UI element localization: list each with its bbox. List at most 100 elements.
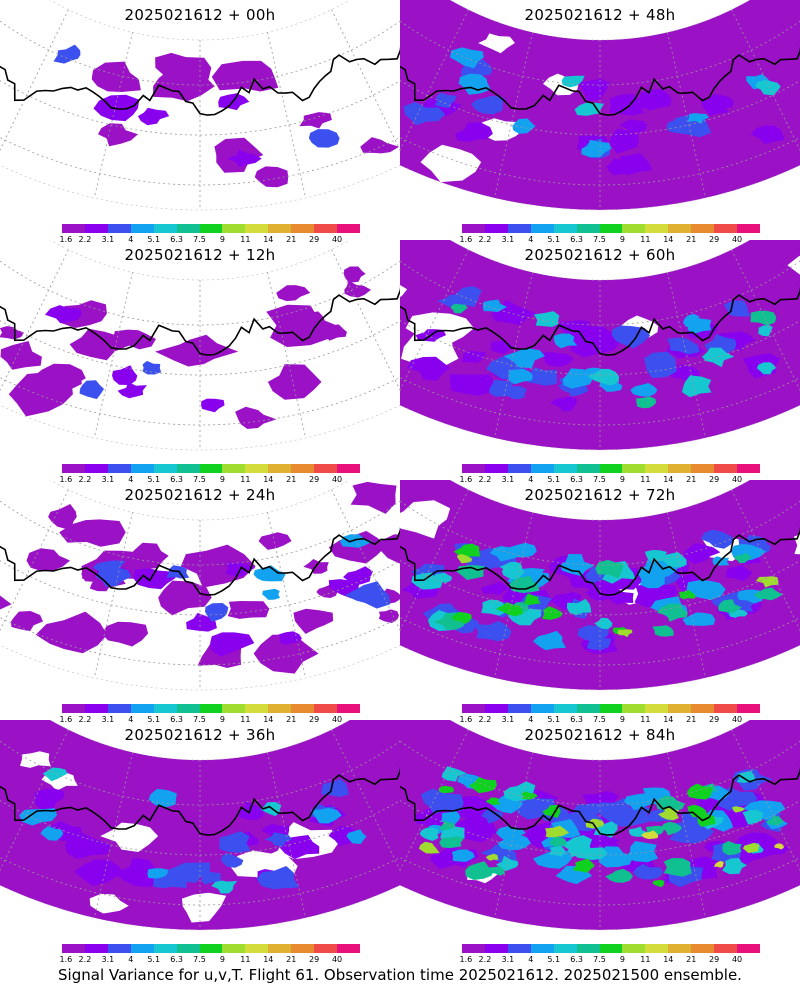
colorbar-segment	[462, 944, 485, 953]
colorbar-segment	[622, 944, 646, 953]
colorbar-segment	[337, 464, 360, 473]
variance-contour-level-5.1	[662, 552, 687, 568]
colorbar-segment	[62, 224, 85, 233]
colorbar-segment	[530, 464, 554, 473]
variance-contour-level-3.1	[577, 624, 609, 642]
colorbar-segment	[107, 704, 131, 713]
colorbar-segment	[714, 224, 738, 233]
variance-gap	[89, 893, 129, 914]
coastline	[0, 278, 400, 356]
variance-contour-level-5.1	[722, 857, 748, 875]
variance-contour-level-7.5	[687, 804, 708, 818]
colorbar-tick-label: 40	[331, 475, 343, 484]
variance-gap	[20, 751, 51, 768]
colorbar-tick-label: 1.6	[59, 955, 73, 964]
colorbar	[462, 944, 760, 953]
variance-contour-level-3.1	[501, 386, 527, 400]
latitude-gridline	[0, 810, 400, 906]
panel-title: 2025021612 + 24h	[124, 486, 276, 504]
colorbar-tick-label: 3.1	[501, 955, 515, 964]
variance-contour-level-2.2	[227, 149, 262, 168]
variance-contour-level-2.2	[639, 89, 672, 111]
colorbar-segment	[176, 464, 200, 473]
colorbar-segment	[314, 944, 338, 953]
panel-0h: 2025021612 + 00h 1.6 2.2 3.1 4 5.1 6.3 7.5 9 11 14…	[0, 0, 400, 244]
colorbar-tick-label: 3.1	[501, 235, 515, 244]
colorbar-segment	[668, 224, 692, 233]
colorbar-segment	[599, 464, 623, 473]
variance-contour-level-5.1	[644, 550, 668, 562]
colorbar-segment	[199, 464, 223, 473]
colorbar-tick-label: 5.1	[547, 475, 561, 484]
variance-contour-level-2.2	[726, 564, 753, 582]
colorbar-segment	[337, 704, 360, 713]
colorbar-tick-label: 6.3	[170, 235, 183, 244]
colorbar-segment	[268, 224, 292, 233]
variance-contour-level-3.1	[701, 529, 735, 549]
colorbar-segment	[84, 704, 108, 713]
colorbar-segment	[130, 704, 154, 713]
colorbar-segment	[153, 704, 177, 713]
map-boundary	[400, 480, 800, 691]
colorbar-segment	[645, 224, 669, 233]
variance-contour-level-6.3	[486, 866, 506, 876]
colorbar-tick-label: 14	[263, 475, 274, 484]
variance-contour-level-4	[482, 299, 507, 313]
latitude-gridline	[0, 491, 400, 566]
colorbar-segment	[599, 224, 623, 233]
variance-gap	[100, 822, 159, 852]
colorbar	[62, 944, 360, 953]
colorbar-tick-label: 1.6	[59, 235, 73, 244]
variance-contour-level-3.1	[79, 380, 104, 400]
variance-contour-level-7.5	[438, 785, 454, 794]
colorbar-segment	[291, 464, 315, 473]
variance-contour-level-3.1	[256, 866, 300, 890]
panel-84h: 2025021612 + 84h 1.6 2.2 3.1 4 5.1 6.3 7.5 9 11 14…	[400, 720, 800, 964]
colorbar-tick-label: 11	[640, 235, 651, 244]
colorbar-tick-label: 7.5	[593, 475, 606, 484]
variance-contour-level-4	[682, 612, 716, 626]
variance-contour-level-6.3	[652, 625, 674, 637]
colorbar-segment	[176, 944, 200, 953]
longitude-gridline	[93, 32, 133, 199]
variance-contour-level-4	[686, 580, 726, 601]
colorbar-tick-label: 1.6	[459, 955, 473, 964]
colorbar-segment	[268, 464, 292, 473]
variance-contour-level-9	[485, 853, 499, 861]
variance-contour-level-4	[147, 868, 169, 879]
colorbar-tick-label: 4	[528, 235, 534, 244]
colorbar-segment	[291, 944, 315, 953]
colorbar-tick-label: 11	[240, 715, 251, 724]
variance-contour-level-2.2	[570, 325, 621, 358]
variance-contour-level-4	[532, 630, 567, 651]
colorbar-segment	[576, 944, 600, 953]
variance-contour-level-6.3	[733, 552, 752, 564]
longitude-gridline	[331, 249, 400, 403]
variance-contour-level-7.5	[451, 611, 472, 624]
map-boundary	[0, 0, 400, 211]
colorbar-segment	[199, 224, 223, 233]
colorbar-tick-label: 9	[219, 475, 225, 484]
colorbar-segment	[668, 704, 692, 713]
map-plot	[400, 720, 800, 931]
colorbar-segment	[507, 224, 531, 233]
colorbar-segment	[84, 224, 108, 233]
variance-contour-level-5.1	[756, 362, 776, 375]
colorbar-tick-label: 3.1	[501, 475, 515, 484]
variance-contour-level-2.2	[117, 382, 147, 399]
coastline	[400, 278, 800, 356]
colorbar-tick-label: 40	[331, 955, 343, 964]
variance-contour-level-2.2	[579, 78, 610, 102]
variance-contour-level-2.2	[449, 374, 494, 396]
colorbar-tick-label: 2.2	[478, 235, 492, 244]
longitude-gridline	[667, 272, 707, 439]
longitude-gridline	[331, 489, 400, 643]
colorbar-tick-label: 14	[263, 955, 274, 964]
variance-contour-level-3.1	[471, 95, 504, 115]
colorbar-segment	[462, 464, 485, 473]
variance-region	[267, 364, 322, 400]
colorbar-tick-label: 2.2	[478, 475, 492, 484]
colorbar-segment	[668, 464, 692, 473]
colorbar-tick-label: 9	[219, 955, 225, 964]
colorbar-tick-label: 3.1	[101, 235, 115, 244]
